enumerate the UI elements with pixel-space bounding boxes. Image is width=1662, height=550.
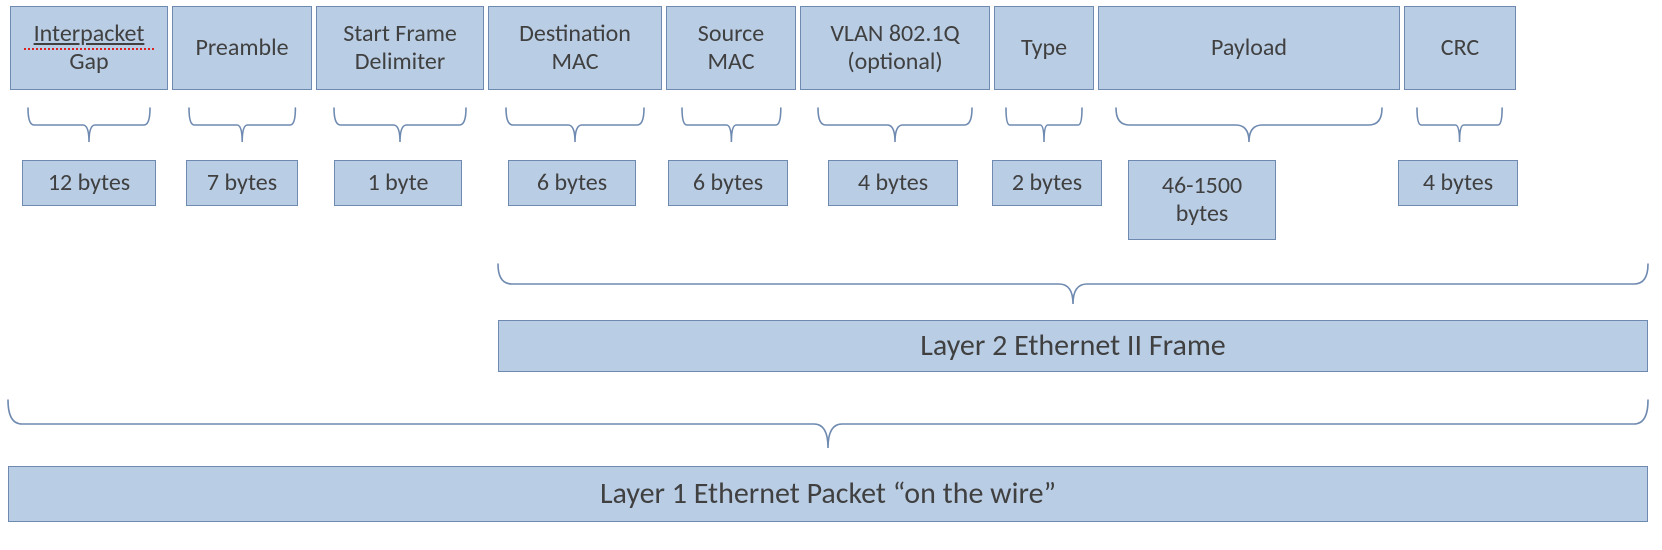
layer2-label: Layer 2 Ethernet II Frame [920,329,1225,364]
bytes-b-payload-line1: 46-1500 [1162,172,1242,200]
header-preamble-label: Preamble [195,34,288,62]
bytes-b-dest-mac: 6 bytes [508,160,636,206]
bytes-b-payload: 46-1500bytes [1128,160,1276,240]
bytes-b-payload-line2: bytes [1162,200,1242,228]
header-src-mac-line1: Source [698,20,764,48]
header-type: Type [994,6,1094,90]
brace-src-mac [682,106,781,146]
spellcheck-underline-icon [24,48,154,50]
header-dest-mac-line1: Destination [519,20,631,48]
bytes-b-interpacket-gap-label: 12 bytes [48,169,130,197]
bytes-b-preamble: 7 bytes [186,160,298,206]
header-sfd-line2: Delimiter [343,48,457,76]
bytes-b-vlan: 4 bytes [828,160,958,206]
brace-payload [1116,106,1382,146]
header-interpacket-gap-line1: Interpacket [34,20,145,48]
brace-preamble [189,106,295,146]
header-payload: Payload [1098,6,1400,90]
brace-layer1 [8,398,1648,452]
bytes-b-sfd: 1 byte [334,160,462,206]
header-vlan: VLAN 802.1Q(optional) [800,6,990,90]
header-sfd: Start FrameDelimiter [316,6,484,90]
header-dest-mac-line2: MAC [519,48,631,76]
header-preamble: Preamble [172,6,312,90]
header-crc: CRC [1404,6,1516,90]
bytes-b-crc-label: 4 bytes [1423,169,1493,197]
bytes-b-dest-mac-label: 6 bytes [537,169,607,197]
bytes-b-interpacket-gap: 12 bytes [22,160,156,206]
header-crc-label: CRC [1441,34,1479,62]
brace-layer2 [498,262,1648,308]
header-dest-mac: DestinationMAC [488,6,662,90]
bytes-b-type-label: 2 bytes [1012,169,1082,197]
header-vlan-line1: VLAN 802.1Q [830,20,959,48]
layer2-box: Layer 2 Ethernet II Frame [498,320,1648,372]
header-interpacket-gap-line2: Gap [34,48,145,76]
brace-sfd [334,106,466,146]
layer1-box: Layer 1 Ethernet Packet “on the wire” [8,466,1648,522]
bytes-b-crc: 4 bytes [1398,160,1518,206]
ethernet-frame-diagram: InterpacketGap Preamble Start FrameDelimit… [0,0,1662,550]
layer1-label: Layer 1 Ethernet Packet “on the wire” [600,477,1056,512]
brace-crc [1417,106,1502,146]
header-payload-label: Payload [1211,34,1287,62]
bytes-b-sfd-label: 1 byte [368,169,429,197]
header-sfd-line1: Start Frame [343,20,457,48]
header-src-mac: SourceMAC [666,6,796,90]
brace-type [1006,106,1082,146]
bytes-b-preamble-label: 7 bytes [207,169,277,197]
bytes-b-src-mac-label: 6 bytes [693,169,763,197]
brace-dest-mac [506,106,644,146]
brace-vlan [818,106,972,146]
brace-interpacket-gap [28,106,150,146]
header-src-mac-line2: MAC [698,48,764,76]
header-vlan-line2: (optional) [830,48,959,76]
bytes-b-src-mac: 6 bytes [668,160,788,206]
bytes-b-type: 2 bytes [992,160,1102,206]
header-type-label: Type [1021,34,1067,62]
bytes-b-vlan-label: 4 bytes [858,169,928,197]
